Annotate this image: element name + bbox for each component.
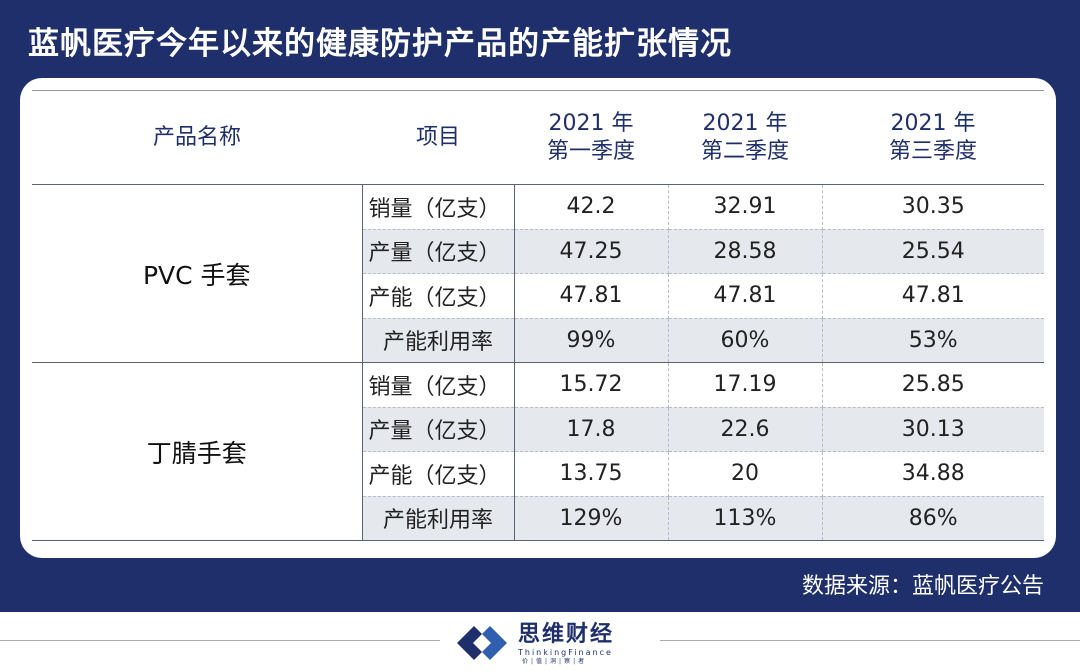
- value-cell: 15.72: [514, 362, 669, 408]
- table-body: PVC 手套 销量（亿支） 42.2 32.91 30.35 产量（亿支） 47.25 28.…: [32, 184, 1044, 541]
- value-cell: 20: [668, 451, 823, 497]
- value-cell: 47.81: [514, 273, 669, 319]
- table-row: 产量（亿支） 17.8 22.6 30.13: [32, 407, 1044, 452]
- table-row: 产能（亿支） 47.81 47.81 47.81: [32, 273, 1044, 319]
- value-cell: 129%: [514, 496, 669, 541]
- table-row: 产量（亿支） 47.25 28.58 25.54: [32, 229, 1044, 274]
- brand-logo: 思维财经 ThinkingFinance 价|值|洞|察|者: [452, 621, 652, 667]
- logo-mark-icon: [457, 626, 507, 660]
- header-line: 2021 年: [702, 110, 788, 136]
- value-cell: 34.88: [822, 451, 1044, 497]
- value-cell: 17.19: [668, 362, 823, 408]
- value-cell: 30.35: [822, 184, 1044, 230]
- footer-divider-right: [660, 640, 1080, 641]
- item-cell: 产能（亿支）: [362, 273, 515, 319]
- item-cell: 产量（亿支）: [362, 229, 515, 274]
- table-row: 丁腈手套 销量（亿支） 15.72 17.19 25.85: [32, 362, 1044, 541]
- value-cell: 99%: [514, 318, 669, 363]
- value-cell: 13.75: [514, 451, 669, 497]
- header-line: 产品名称: [152, 124, 241, 150]
- header-line: 项目: [415, 124, 460, 150]
- value-cell: 17.8: [514, 407, 669, 452]
- value-cell: 113%: [668, 496, 823, 541]
- header-cell-3: 2021 年第二季度: [668, 90, 822, 185]
- value-cell: 47.81: [668, 273, 823, 319]
- header-line: 第二季度: [700, 138, 789, 164]
- page-title: 蓝帆医疗今年以来的健康防护产品的产能扩张情况: [28, 26, 732, 62]
- data-source: 数据来源：蓝帆医疗公告: [801, 574, 1044, 599]
- item-cell: 销量（亿支）: [362, 184, 515, 230]
- brand-slogan: 价|值|洞|察|者: [522, 658, 588, 665]
- table-row: 产能利用率 99% 60% 53%: [32, 318, 1044, 363]
- value-cell: 25.85: [822, 362, 1044, 408]
- header-cell-0: 产品名称: [32, 90, 362, 185]
- header-line: 2021 年: [890, 110, 976, 136]
- value-cell: 25.54: [822, 229, 1044, 274]
- brand-name-cn: 思维财经: [518, 622, 615, 647]
- value-cell: 30.13: [822, 407, 1044, 452]
- capacity-table: 产品名称 项目 2021 年第一季度 2021 年第二季度 2021 年第三季度 PVC…: [32, 90, 1044, 541]
- value-cell: 28.58: [668, 229, 823, 274]
- item-cell: 销量（亿支）: [362, 362, 515, 408]
- value-cell: 22.6: [668, 407, 823, 452]
- footer-divider-left: [0, 640, 440, 641]
- table-row: 产能（亿支） 13.75 20 34.88: [32, 451, 1044, 497]
- header-line: 2021 年: [548, 110, 634, 136]
- item-cell: 产量（亿支）: [362, 407, 515, 452]
- brand-name-en: ThinkingFinance: [518, 648, 613, 657]
- table-row: 产能利用率 129% 113% 86%: [32, 496, 1044, 541]
- table-card: 产品名称 项目 2021 年第一季度 2021 年第二季度 2021 年第三季度 PVC…: [20, 78, 1056, 558]
- value-cell: 32.91: [668, 184, 823, 230]
- item-cell: 产能利用率: [362, 496, 515, 541]
- header-cell-4: 2021 年第三季度: [822, 90, 1044, 185]
- value-cell: 86%: [822, 496, 1044, 541]
- item-cell: 产能利用率: [362, 318, 515, 363]
- value-cell: 42.2: [514, 184, 669, 230]
- header-line: 第三季度: [888, 138, 977, 164]
- value-cell: 53%: [822, 318, 1044, 363]
- table-row: PVC 手套 销量（亿支） 42.2 32.91 30.35: [32, 184, 1044, 363]
- header-line: 第一季度: [546, 138, 635, 164]
- table-header-row: 产品名称 项目 2021 年第一季度 2021 年第二季度 2021 年第三季度: [32, 90, 1044, 185]
- header-cell-1: 项目: [362, 90, 514, 185]
- value-cell: 47.25: [514, 229, 669, 274]
- product-name-cell: 丁腈手套: [32, 362, 363, 541]
- product-name-cell: PVC 手套: [32, 184, 363, 363]
- item-cell: 产能（亿支）: [362, 451, 515, 497]
- value-cell: 60%: [668, 318, 823, 363]
- value-cell: 47.81: [822, 273, 1044, 319]
- header-cell-2: 2021 年第一季度: [514, 90, 668, 185]
